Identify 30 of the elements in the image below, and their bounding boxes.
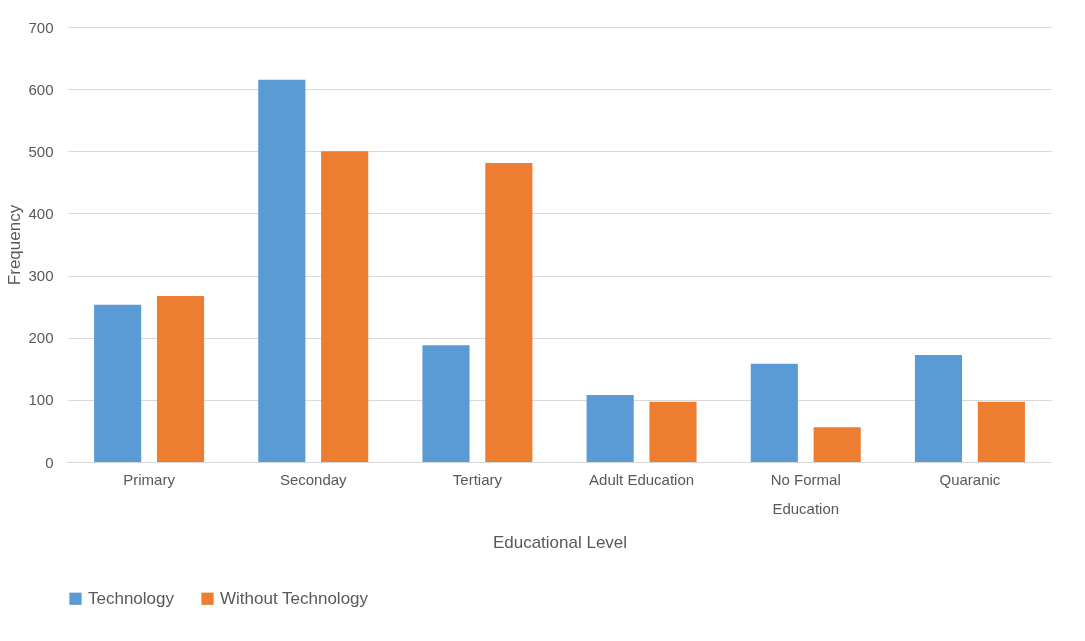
- bar: [914, 355, 963, 462]
- legend-label: Technology: [88, 588, 175, 608]
- y-tick-label: 0: [45, 453, 54, 471]
- y-tick-label: 600: [28, 80, 54, 98]
- bar: [649, 401, 697, 462]
- x-tick-label: No Formal Education: [770, 470, 841, 517]
- y-tick-label: 400: [28, 204, 54, 222]
- x-tick-label: Seconday: [279, 470, 348, 488]
- y-tick-label: 500: [28, 142, 54, 160]
- y-tick-label: 100: [28, 391, 54, 409]
- y-tick-label: 200: [28, 329, 54, 347]
- x-axis-title: Educational Level: [492, 532, 628, 552]
- legend-label: Without Technology: [220, 588, 369, 608]
- bar: [422, 345, 470, 462]
- bar: [94, 304, 142, 462]
- y-axis-title: Frequency: [5, 204, 25, 286]
- y-tick-label: 700: [28, 18, 54, 36]
- x-tick-label: Tertiary: [452, 470, 503, 488]
- y-tick-label: 300: [28, 267, 54, 285]
- bar: [977, 401, 1025, 462]
- bar: [750, 363, 798, 462]
- bar: [586, 394, 634, 462]
- x-tick-label: Quaranic: [939, 470, 1001, 488]
- bar: [321, 151, 369, 462]
- x-tick-label: Adult Education: [589, 470, 695, 488]
- bar: [485, 163, 533, 462]
- bar: [156, 296, 205, 462]
- x-tick-label: Primary: [123, 470, 176, 488]
- bar: [813, 427, 861, 462]
- bar: [258, 79, 306, 462]
